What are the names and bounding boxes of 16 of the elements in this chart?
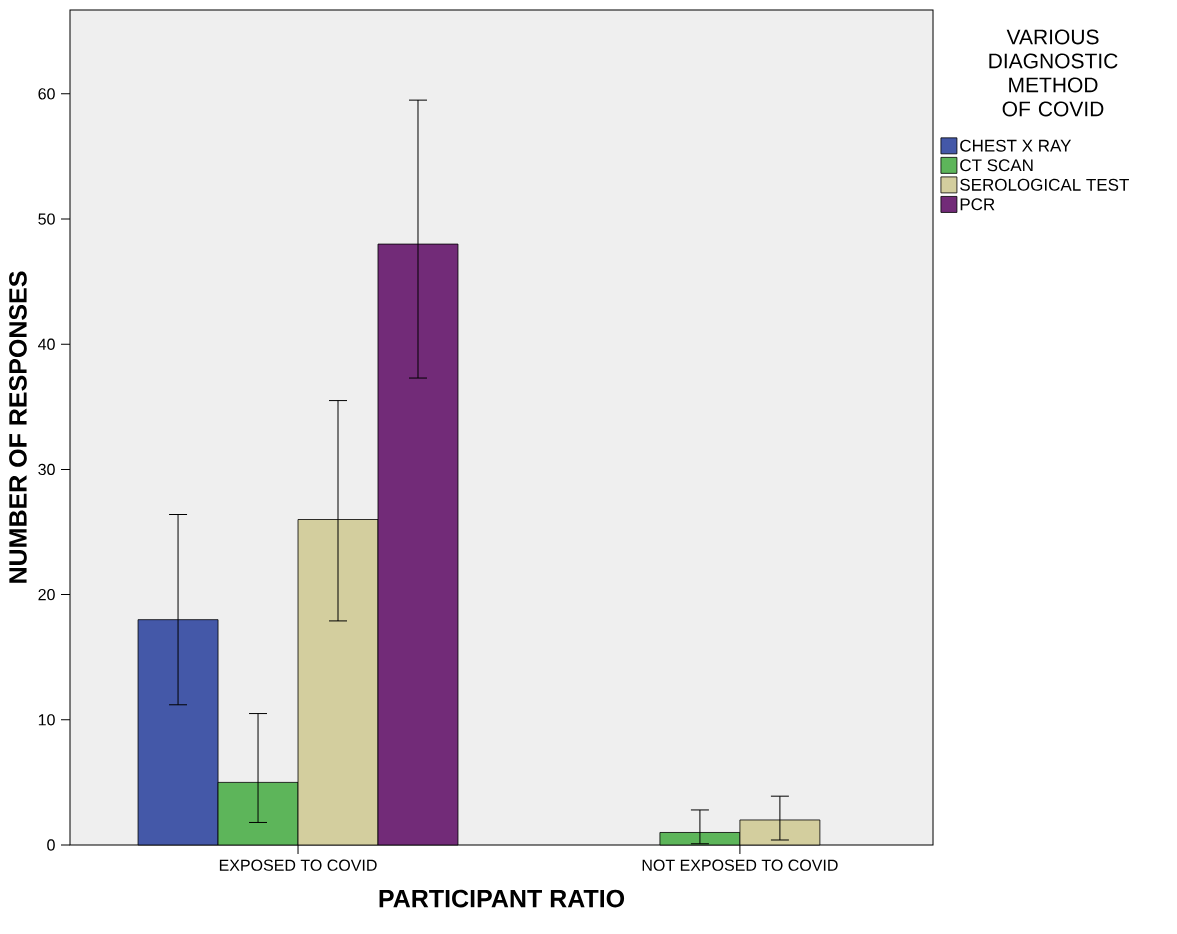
- legend-title: VARIOUS DIAGNOSTIC METHOD OF COVID: [989, 29, 1118, 117]
- legend-label: SEROLOGICAL TEST: [960, 178, 1129, 191]
- legend-label: PCR: [960, 198, 995, 211]
- legend-label: CT SCAN: [960, 159, 1033, 172]
- x-tick-label: EXPOSED TO COVID: [219, 859, 377, 871]
- y-tick-label: 30: [38, 463, 55, 476]
- y-tick-label: 50: [38, 213, 55, 225]
- x-tick-label: NOT EXPOSED TO COVID: [642, 859, 838, 871]
- x-axis-title: PARTICIPANT RATIO: [379, 889, 625, 908]
- legend-label: CHEST X RAY: [960, 139, 1072, 152]
- y-tick-label: 0: [47, 839, 55, 851]
- y-tick-label: 10: [38, 714, 55, 726]
- y-tick-label: 20: [38, 588, 55, 601]
- y-tick-label: 40: [38, 338, 55, 350]
- y-axis-title: NUMBER OF RESPONSES: [9, 271, 27, 583]
- y-tick-label: 60: [38, 88, 55, 100]
